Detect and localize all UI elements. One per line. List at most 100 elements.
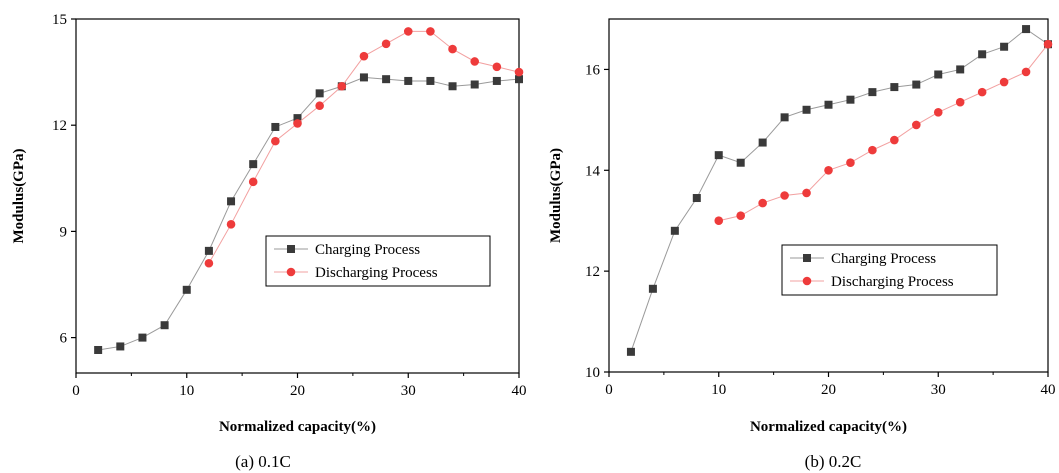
series-line-charging (98, 76, 520, 351)
data-point-discharging (999, 77, 1009, 87)
data-point-discharging (955, 97, 965, 107)
data-point-charging (138, 333, 147, 342)
data-point-charging (426, 76, 435, 85)
data-point-discharging (868, 145, 877, 155)
x-axis-label: Normalized capacity(%) (219, 419, 376, 435)
data-point-discharging (1021, 67, 1031, 77)
data-point-discharging (248, 177, 258, 187)
plot-frame (75, 18, 520, 374)
data-point-charging (249, 160, 258, 169)
data-point-discharging (271, 136, 280, 146)
x-tick-label: 40 (1041, 382, 1056, 398)
data-point-discharging (933, 107, 943, 117)
y-tick-label: 12 (585, 264, 600, 280)
legend-box (781, 244, 998, 296)
legend-marker-circle (286, 267, 296, 277)
data-point-discharging (293, 119, 302, 128)
x-tick-label: 20 (821, 382, 836, 398)
y-tick-label: 9 (60, 224, 68, 240)
data-point-charging (802, 105, 811, 114)
x-tick-label: 10 (179, 383, 194, 399)
data-point-discharging (890, 135, 899, 145)
data-point-charging (492, 76, 501, 85)
legend-marker-square (803, 254, 811, 262)
legend-label: Charging Process (315, 242, 420, 258)
data-point-discharging (315, 101, 324, 111)
data-point-discharging (714, 216, 724, 226)
y-tick-label: 14 (585, 163, 601, 179)
data-point-charging (758, 138, 767, 147)
legend-marker-square (287, 245, 295, 253)
y-tick-label: 15 (52, 12, 67, 28)
panel-caption: (a) 0.1C (235, 452, 291, 471)
data-point-charging (714, 151, 723, 160)
data-point-charging (94, 345, 103, 354)
legend: Charging Process Discharging Process (265, 235, 491, 287)
data-point-charging (780, 113, 789, 122)
series-line-discharging (208, 30, 520, 264)
data-point-discharging (470, 57, 480, 66)
plot-frame (608, 18, 1049, 373)
data-point-discharging (204, 258, 214, 268)
x-tick-label: 30 (931, 382, 946, 398)
data-point-charging (978, 50, 987, 59)
x-tick-label: 20 (290, 383, 305, 399)
data-point-charging (824, 100, 833, 109)
data-point-discharging (780, 191, 789, 200)
data-point-charging (912, 80, 921, 89)
data-point-charging (359, 73, 368, 82)
data-point-charging (846, 95, 855, 104)
legend-marker-circle (802, 276, 812, 286)
data-point-discharging (802, 188, 811, 198)
x-tick-label: 40 (512, 383, 527, 399)
panel-caption: (b) 0.2C (805, 452, 862, 471)
data-point-discharging (448, 44, 457, 54)
series-line-discharging (718, 43, 1049, 222)
data-point-charging (271, 122, 280, 131)
data-point-charging (670, 226, 679, 235)
data-point-charging (648, 284, 657, 293)
data-point-charging (934, 70, 943, 79)
data-point-charging (626, 347, 635, 356)
x-tick-label: 10 (711, 382, 726, 398)
legend-label: Charging Process (831, 251, 936, 267)
data-point-charging (293, 114, 302, 123)
data-point-charging (515, 75, 523, 84)
legend-label: Discharging Process (831, 274, 954, 290)
data-point-discharging (359, 51, 369, 61)
y-tick-label: 10 (585, 365, 600, 381)
data-point-discharging (824, 165, 833, 175)
data-point-discharging (514, 67, 524, 77)
data-point-discharging (426, 27, 435, 36)
data-point-discharging (758, 198, 767, 208)
data-point-charging (227, 197, 236, 206)
x-tick-label: 0 (605, 382, 613, 398)
data-point-charging (470, 80, 479, 89)
data-point-discharging (381, 39, 391, 49)
series-line-charging (630, 28, 1049, 352)
data-point-discharging (977, 87, 987, 97)
data-point-charging (404, 76, 413, 85)
data-point-charging (116, 342, 125, 351)
data-point-charging (692, 194, 701, 203)
data-point-charging (736, 158, 745, 167)
data-point-charging (382, 75, 391, 84)
data-point-discharging (1043, 39, 1053, 49)
data-point-charging (448, 82, 457, 91)
chart-panel-1: 0 10 20 30 40 6 9 12 15 Normalized capacity(%) Mod… (11, 12, 527, 471)
legend: Charging Process Discharging Process (781, 244, 998, 296)
chart-panel-2: 0 10 20 30 40 10 12 14 16 Normalized capacity(%) M… (548, 18, 1056, 471)
data-point-charging (204, 246, 213, 255)
data-point-charging (315, 89, 324, 98)
legend-box (265, 235, 491, 287)
data-point-charging (1000, 42, 1009, 51)
data-point-discharging (912, 120, 921, 130)
y-axis-label: Modulus(GPa) (11, 148, 27, 243)
y-tick-label: 16 (585, 62, 601, 78)
data-point-charging (890, 83, 899, 92)
x-axis-label: Normalized capacity(%) (750, 419, 907, 435)
data-point-charging (956, 65, 965, 74)
y-tick-label: 12 (52, 118, 67, 134)
data-point-discharging (492, 62, 502, 72)
data-point-discharging (846, 158, 855, 168)
